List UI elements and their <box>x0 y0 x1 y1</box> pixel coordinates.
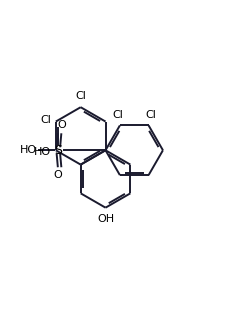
Text: Cl: Cl <box>75 91 86 101</box>
Text: HO: HO <box>20 145 37 155</box>
Text: O: O <box>54 170 62 180</box>
Text: Cl: Cl <box>40 115 50 125</box>
Text: O: O <box>57 120 66 130</box>
Text: Cl: Cl <box>112 110 122 120</box>
Text: Cl: Cl <box>145 110 156 120</box>
Text: HO: HO <box>34 147 50 156</box>
Text: S: S <box>54 144 62 157</box>
Text: OH: OH <box>96 214 114 224</box>
